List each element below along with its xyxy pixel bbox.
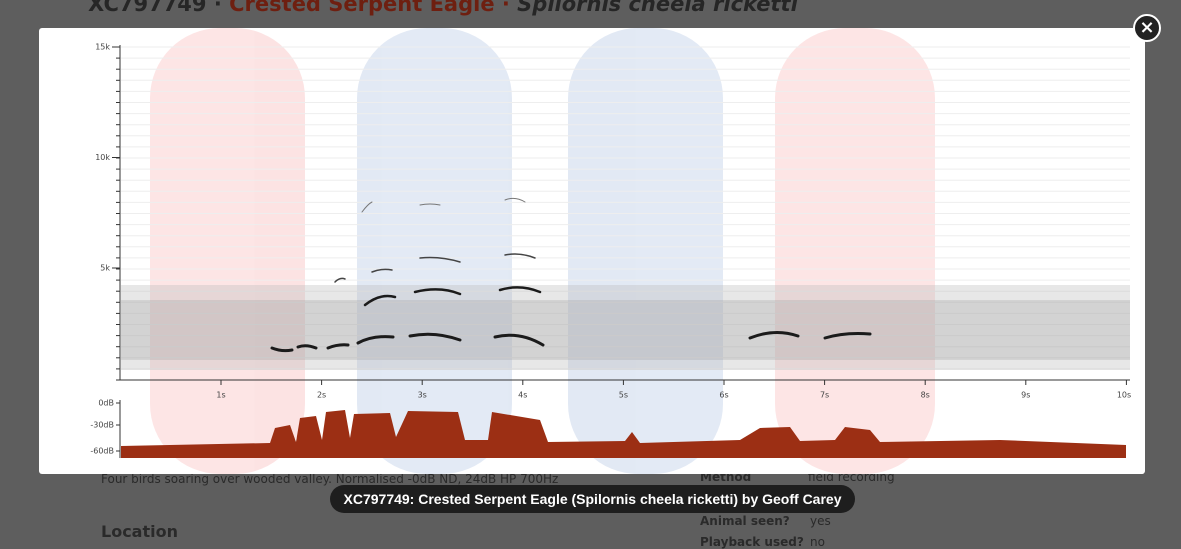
time-label: 2s [317, 391, 326, 400]
level-label: -30dB [90, 421, 114, 430]
noise [121, 300, 1130, 360]
time-label: 3s [418, 391, 427, 400]
level-label: -60dB [90, 447, 114, 456]
time-label: 10s [1117, 391, 1131, 400]
frequency-label: 5k [100, 264, 110, 273]
time-label: 8s [921, 391, 930, 400]
close-button[interactable]: × [1133, 14, 1161, 42]
spectrogram: 15k 10k 5k 1s 2s 3s 4s 5s 6s 7s 8s 9s 10s 0dB -30dB -60… [0, 0, 1181, 543]
time-label: 5s [619, 391, 628, 400]
time-label: 9s [1021, 391, 1030, 400]
time-label: 7s [820, 391, 829, 400]
caption: XC797749: Crested Serpent Eagle (Spilorn… [330, 485, 855, 513]
level-label: 0dB [98, 399, 114, 408]
time-label: 4s [518, 391, 527, 400]
time-label: 1s [216, 391, 225, 400]
watermark [150, 28, 935, 474]
frequency-label: 10k [95, 153, 110, 162]
page: XC797749 · Crested Serpent Eagle · Spilo… [0, 0, 1181, 543]
time-label: 6s [719, 391, 728, 400]
frequency-label: 15k [95, 43, 110, 52]
